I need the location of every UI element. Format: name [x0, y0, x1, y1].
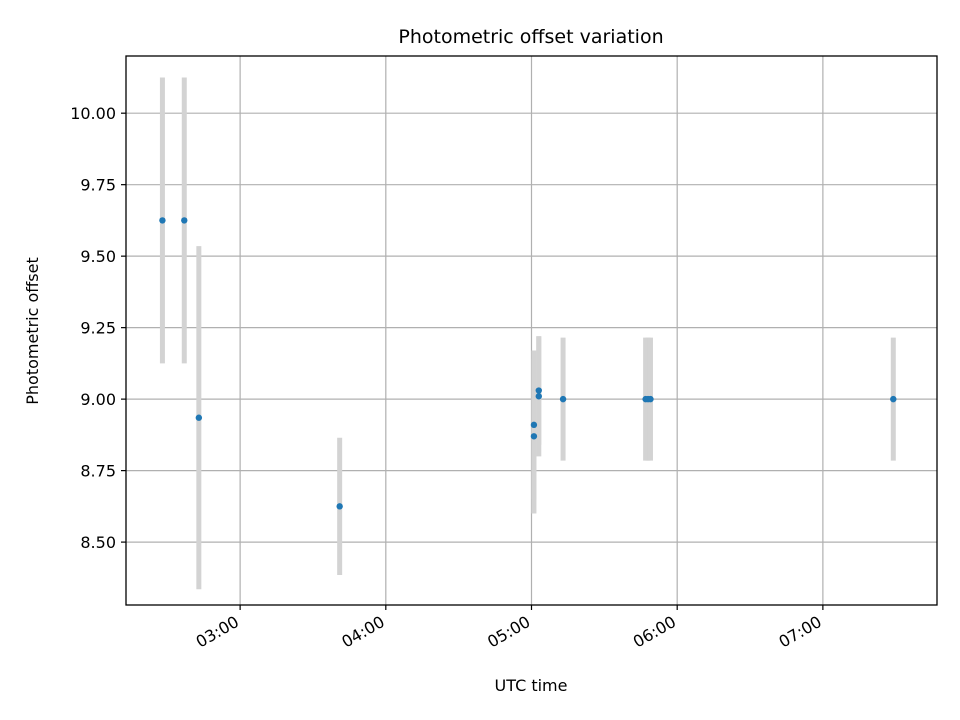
y-tick-label: 10.00: [70, 104, 116, 123]
data-point: [535, 393, 542, 400]
y-tick-label: 8.75: [80, 462, 116, 481]
data-point: [159, 217, 166, 224]
y-tick-label: 9.25: [80, 319, 116, 338]
data-point: [181, 217, 188, 224]
data-points: [159, 217, 897, 510]
grid: [126, 56, 937, 605]
y-tick-label: 8.50: [80, 533, 116, 552]
x-axis-title: UTC time: [495, 676, 568, 695]
chart-title: Photometric offset variation: [398, 26, 663, 48]
data-point: [559, 395, 567, 403]
y-tick-label: 9.00: [80, 390, 116, 409]
data-point: [647, 395, 654, 403]
y-axis-title: Photometric offset: [23, 257, 42, 405]
y-tick-label: 9.75: [80, 176, 116, 195]
data-point: [336, 503, 343, 510]
data-point: [890, 395, 897, 403]
y-axis: 8.50 8.75 9.00 9.25 9.50 9.75 10.00: [70, 104, 126, 552]
y-tick-label: 9.50: [80, 247, 116, 266]
data-point: [195, 414, 203, 421]
data-point: [535, 387, 542, 394]
data-point: [530, 433, 538, 440]
data-point: [530, 421, 538, 429]
